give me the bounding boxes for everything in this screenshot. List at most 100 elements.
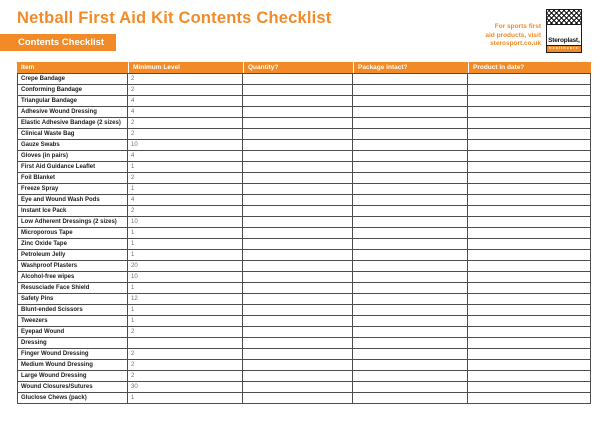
cell-minimum_level: 4 — [128, 195, 243, 206]
table-row: Alcohol-free wipes 10 — [17, 272, 591, 283]
cell-item: Gauze Swabs — [17, 140, 128, 151]
promo-url: sterosport.co.uk — [490, 40, 541, 47]
cell-product_in_date — [468, 283, 591, 294]
cell-minimum_level: 1 — [128, 250, 243, 261]
cell-product_in_date — [468, 338, 591, 349]
table-row: Tweezers 1 — [17, 316, 591, 327]
table-row: First Aid Guidance Leaflet 1 — [17, 162, 591, 173]
cell-product_in_date — [468, 162, 591, 173]
cell-quantity — [243, 393, 353, 404]
banner-label: Contents Checklist — [18, 37, 105, 48]
cell-product_in_date — [468, 96, 591, 107]
cell-quantity — [243, 228, 353, 239]
table-row: Gloves (in pairs) 4 — [17, 151, 591, 162]
cell-package_intact — [353, 206, 468, 217]
cell-minimum_level: 2 — [128, 118, 243, 129]
cell-package_intact — [353, 294, 468, 305]
table-row: Gauze Swabs 10 — [17, 140, 591, 151]
cell-product_in_date — [468, 217, 591, 228]
cell-item: Large Wound Dressing — [17, 371, 128, 382]
table-row: Instant Ice Pack 2 — [17, 206, 591, 217]
cell-product_in_date — [468, 118, 591, 129]
cell-minimum_level: 1 — [128, 283, 243, 294]
table-row: Safety Pins 12 — [17, 294, 591, 305]
cell-minimum_level: 10 — [128, 217, 243, 228]
cell-minimum_level: 1 — [128, 305, 243, 316]
table-row: Clinical Waste Bag 2 — [17, 129, 591, 140]
cell-quantity — [243, 261, 353, 272]
table-row: Freeze Spray 1 — [17, 184, 591, 195]
cell-item: Dressing — [17, 338, 128, 349]
cell-quantity — [243, 239, 353, 250]
cell-package_intact — [353, 162, 468, 173]
cell-minimum_level: 2 — [128, 371, 243, 382]
column-header-quantity: Quantity? — [243, 62, 353, 73]
cell-product_in_date — [468, 261, 591, 272]
steroplast-brand-text: Steroplast ® — [548, 37, 580, 44]
cell-package_intact — [353, 151, 468, 162]
table-row: Wound Closures/Sutures 30 — [17, 382, 591, 393]
cell-product_in_date — [468, 206, 591, 217]
cell-minimum_level: 2 — [128, 85, 243, 96]
cell-minimum_level: 20 — [128, 261, 243, 272]
table-row: Foil Blanket 2 — [17, 173, 591, 184]
table-row: Petroleum Jelly 1 — [17, 250, 591, 261]
cell-package_intact — [353, 305, 468, 316]
cell-item: Zinc Oxide Tape — [17, 239, 128, 250]
cell-minimum_level: 4 — [128, 151, 243, 162]
table-row: Elastic Adhesive Bandage (2 sizes) 2 — [17, 118, 591, 129]
cell-product_in_date — [468, 184, 591, 195]
knot-pattern-icon — [547, 10, 581, 25]
cell-quantity — [243, 85, 353, 96]
promo-line: For sports first — [494, 23, 541, 30]
cell-item: Elastic Adhesive Bandage (2 sizes) — [17, 118, 128, 129]
cell-package_intact — [353, 349, 468, 360]
cell-product_in_date — [468, 151, 591, 162]
column-header-package_intact: Package intact? — [353, 62, 468, 73]
cell-product_in_date — [468, 360, 591, 371]
table-row: Medium Wound Dressing 2 — [17, 360, 591, 371]
cell-item: Instant Ice Pack — [17, 206, 128, 217]
cell-quantity — [243, 206, 353, 217]
cell-item: Triangular Bandage — [17, 96, 128, 107]
steroplast-logo-box: Steroplast ® — [546, 9, 582, 46]
cell-item: Crepe Bandage — [17, 73, 128, 85]
cell-item: Low Adherent Dressings (2 sizes) — [17, 217, 128, 228]
table-row: Adhesive Wound Dressing 4 — [17, 107, 591, 118]
cell-quantity — [243, 349, 353, 360]
cell-item: Adhesive Wound Dressing — [17, 107, 128, 118]
cell-package_intact — [353, 195, 468, 206]
cell-minimum_level: 4 — [128, 107, 243, 118]
cell-minimum_level — [128, 338, 243, 349]
cell-package_intact — [353, 316, 468, 327]
table-row: Conforming Bandage 2 — [17, 85, 591, 96]
cell-package_intact — [353, 250, 468, 261]
cell-package_intact — [353, 107, 468, 118]
cell-package_intact — [353, 118, 468, 129]
cell-product_in_date — [468, 272, 591, 283]
cell-quantity — [243, 294, 353, 305]
cell-item: Foil Blanket — [17, 173, 128, 184]
cell-package_intact — [353, 96, 468, 107]
cell-quantity — [243, 73, 353, 85]
promo-text: For sports first aid products, visit ste… — [400, 23, 541, 49]
cell-product_in_date — [468, 173, 591, 184]
cell-minimum_level: 2 — [128, 73, 243, 85]
cell-minimum_level: 12 — [128, 294, 243, 305]
cell-quantity — [243, 107, 353, 118]
cell-minimum_level: 4 — [128, 96, 243, 107]
table-row: Low Adherent Dressings (2 sizes) 10 — [17, 217, 591, 228]
contents-checklist-banner: Contents Checklist — [0, 34, 116, 51]
table-row: Large Wound Dressing 2 — [17, 371, 591, 382]
cell-product_in_date — [468, 305, 591, 316]
cell-package_intact — [353, 85, 468, 96]
cell-package_intact — [353, 371, 468, 382]
cell-item: Petroleum Jelly — [17, 250, 128, 261]
cell-quantity — [243, 140, 353, 151]
cell-package_intact — [353, 217, 468, 228]
cell-product_in_date — [468, 250, 591, 261]
cell-product_in_date — [468, 228, 591, 239]
cell-product_in_date — [468, 371, 591, 382]
cell-item: Medium Wound Dressing — [17, 360, 128, 371]
